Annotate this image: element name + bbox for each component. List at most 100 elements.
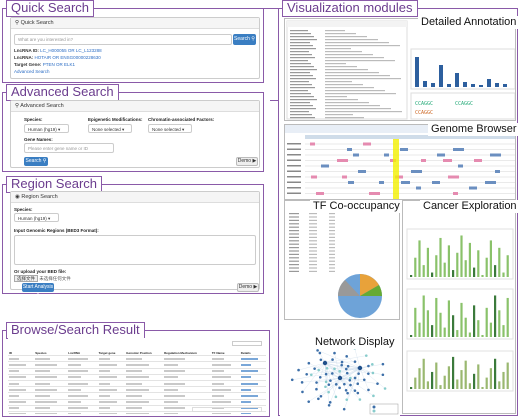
region-search-frame — [2, 184, 264, 294]
table-row[interactable] — [8, 374, 266, 381]
table-cell — [67, 374, 98, 381]
cancer-bar — [502, 272, 505, 277]
tf-row-label — [289, 250, 299, 252]
column-header[interactable]: ID — [8, 350, 35, 357]
cancer-bar — [447, 300, 450, 337]
annotation-row-label — [290, 60, 308, 62]
chromatin-select-value: None selected — [152, 127, 181, 132]
example-link[interactable]: LC_H000055 OR LC_L123288 — [40, 48, 102, 53]
table-cell — [125, 355, 164, 363]
table-row[interactable] — [8, 392, 266, 400]
network-edge — [344, 367, 361, 410]
cancer-bar — [481, 335, 484, 337]
cell-placeholder — [164, 382, 186, 385]
table-cell — [34, 368, 68, 375]
cancer-exploration-title: Cancer Exploration — [420, 200, 520, 213]
tf-row-value — [329, 240, 335, 242]
column-header[interactable]: TF Name — [210, 350, 240, 357]
annotation-row-label — [290, 30, 308, 32]
cancer-bar — [426, 381, 429, 389]
annotation-row-label — [290, 99, 317, 101]
example-link[interactable]: HOTAIR OR ENSG00000228630 — [34, 55, 101, 60]
track-label — [287, 181, 301, 183]
cancer-bar — [464, 317, 467, 337]
species-select[interactable]: Human (hg19) ▾ — [24, 124, 69, 133]
annotation-bar — [471, 84, 475, 87]
cancer-bar — [452, 315, 455, 337]
column-header[interactable]: Genomic Position — [125, 350, 164, 357]
network-node — [313, 367, 316, 370]
table-row[interactable] — [8, 405, 266, 412]
annotation-bar — [487, 79, 491, 87]
table-cell — [239, 405, 266, 412]
chevron-down-icon: ▾ — [48, 216, 51, 221]
file-upload-row: 选择文件 未选择任何文件 — [14, 275, 71, 282]
viz-modules-section-title: Visualization modules — [282, 0, 418, 17]
track-feature — [453, 148, 464, 151]
annotation-bar — [447, 84, 451, 87]
tf-row-label — [289, 213, 299, 215]
tf-row-value — [329, 236, 335, 238]
cancer-bar — [498, 247, 501, 277]
viz-divider — [264, 8, 278, 9]
table-row[interactable] — [8, 399, 266, 406]
annotation-row-label — [290, 63, 311, 65]
table-row[interactable] — [8, 380, 266, 388]
network-node — [340, 363, 343, 367]
tf-row-value — [329, 260, 335, 262]
epigenetic-select[interactable]: None selected ▾ — [88, 124, 132, 133]
tf-row-value — [329, 264, 335, 266]
pagination[interactable] — [192, 407, 262, 412]
gene-names-input[interactable]: Please enter gene name or ID — [24, 143, 114, 153]
network-node — [327, 383, 331, 386]
network-node — [346, 391, 349, 395]
demo-button-label: Demo — [237, 158, 252, 164]
cancer-bar — [426, 310, 429, 337]
network-node — [349, 376, 352, 380]
table-header-row: ID Species LncRNA Target gene Genomic Positi… — [8, 350, 266, 357]
start-analysis-button[interactable]: Start Analysis ⚲ — [22, 283, 54, 299]
network-edge — [311, 362, 326, 375]
column-header[interactable]: Details — [239, 350, 266, 357]
table-row[interactable] — [8, 368, 266, 375]
table-cell — [8, 380, 35, 388]
quick-search-input[interactable]: What are you interested in? — [14, 34, 232, 45]
cancer-bar — [473, 305, 476, 337]
table-row[interactable] — [8, 355, 266, 363]
network-hub-node — [337, 375, 343, 381]
tf-row-value — [329, 270, 335, 272]
table-search-box[interactable] — [232, 341, 262, 346]
cell-placeholder — [68, 407, 89, 410]
cell-placeholder — [126, 394, 143, 397]
table-row[interactable] — [8, 411, 266, 414]
bed-regions-textarea[interactable] — [14, 235, 256, 265]
column-header[interactable]: LncRNA — [67, 350, 98, 357]
region-species-select[interactable]: Human (hg19) ▾ — [14, 213, 59, 222]
advanced-search-button-label: Search — [25, 158, 42, 164]
advanced-search-button[interactable]: Search ⚲ — [24, 157, 48, 166]
network-edge — [328, 377, 341, 393]
annotation-row-value — [325, 105, 380, 107]
table-row[interactable] — [8, 386, 266, 394]
cancer-bar — [477, 320, 480, 337]
advanced-demo-button[interactable]: Demo ▶ — [236, 157, 258, 166]
advanced-search-link[interactable]: Advanced Search — [14, 69, 50, 74]
choose-file-button[interactable]: 选择文件 — [14, 275, 38, 282]
region-demo-button[interactable]: Demo ▶ — [237, 283, 259, 292]
column-header[interactable]: Regulation Mechanism — [163, 350, 211, 357]
cell-placeholder — [9, 394, 19, 397]
network-node — [333, 367, 336, 371]
table-cell — [210, 361, 240, 369]
quick-search-button[interactable]: Search ⚲ — [233, 34, 256, 45]
network-edge — [359, 364, 383, 369]
chromatin-select[interactable]: None selected ▾ — [148, 124, 192, 133]
example-link[interactable]: PTEN OR ELK1 — [42, 62, 75, 67]
table-row[interactable] — [8, 361, 266, 369]
track-feature — [353, 153, 359, 157]
network-node — [342, 407, 346, 411]
cancer-bar — [431, 325, 434, 337]
cell-placeholder — [164, 363, 179, 366]
column-header[interactable]: Target gene — [97, 350, 126, 357]
column-header[interactable]: Species — [34, 350, 68, 357]
cancer-bar — [494, 265, 497, 277]
